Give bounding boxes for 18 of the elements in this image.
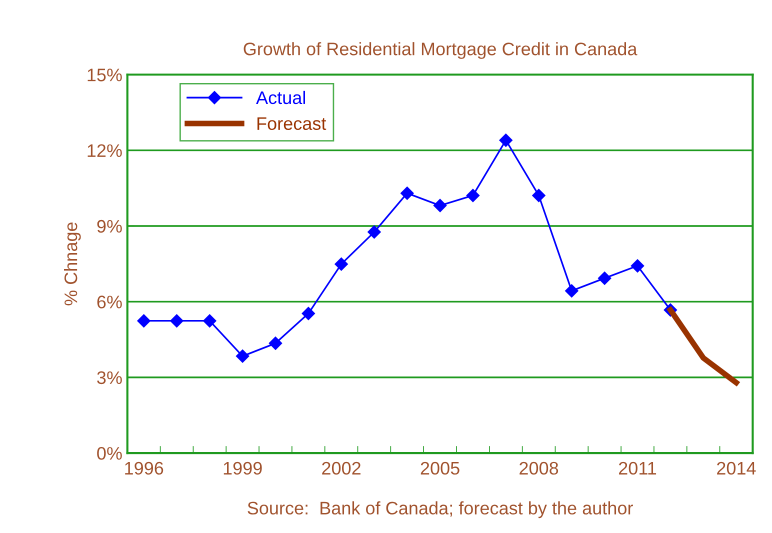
- x-tick-label: 2008: [520, 462, 558, 475]
- legend-label: Forecast: [257, 117, 326, 130]
- x-tick-label: 1996: [125, 462, 164, 475]
- y-tick-label: 6%: [97, 296, 122, 308]
- legend-label: Actual: [256, 90, 305, 104]
- chart-title: Growth of Residential Mortgage Credit in Canada: [244, 42, 638, 59]
- x-tick-label: 2014: [717, 462, 756, 475]
- y-tick-label: 15%: [88, 68, 122, 82]
- x-tick-label: 2011: [619, 462, 656, 475]
- source-note: Source: Bank of Canada; forecast by the author: [248, 501, 633, 518]
- x-tick-label: 1999: [224, 462, 262, 475]
- y-tick-label: 3%: [97, 371, 122, 384]
- y-tick-label: 9%: [97, 220, 122, 233]
- y-tick-label: 0%: [97, 446, 122, 460]
- y-tick-label: 12%: [88, 144, 122, 157]
- x-tick-label: 2005: [420, 462, 460, 475]
- y-axis-title: % Chnage: [64, 222, 81, 306]
- x-tick-label: 2002: [322, 462, 360, 475]
